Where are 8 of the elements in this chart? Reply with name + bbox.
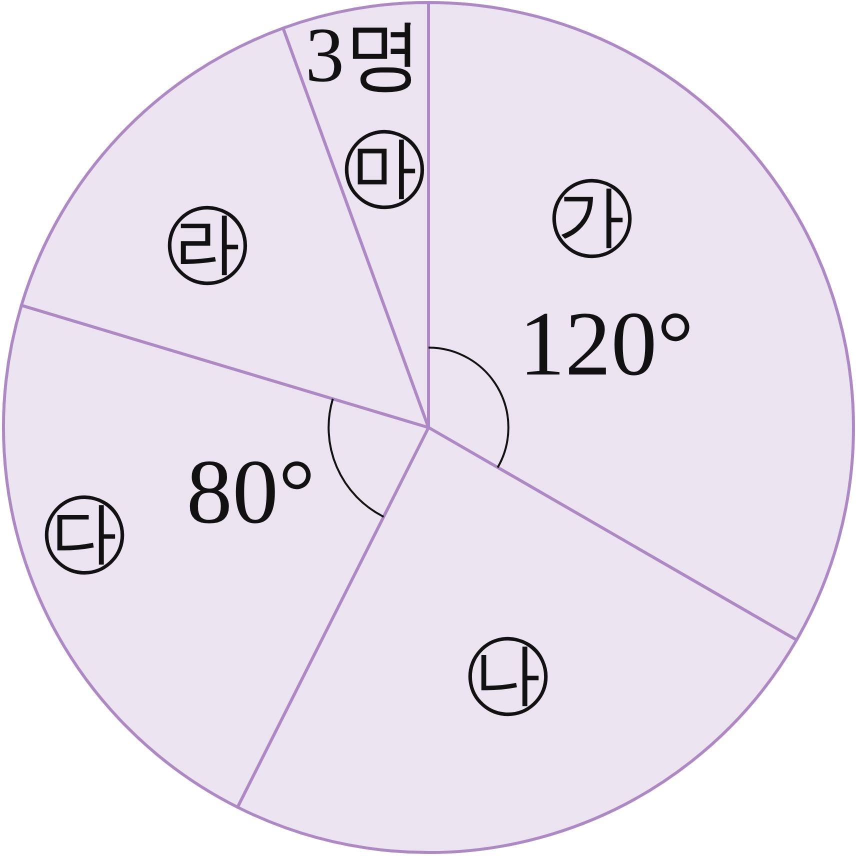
slice-label: ㉰ bbox=[39, 482, 130, 581]
data-label: 80° bbox=[186, 440, 316, 542]
slice-label: ㉯ bbox=[462, 623, 553, 722]
text: 3명 bbox=[305, 10, 422, 98]
data-label: 120° bbox=[518, 292, 694, 395]
slice-label: ㉮ bbox=[547, 166, 638, 265]
slice-label: ㉱ bbox=[162, 192, 252, 292]
slice-label: ㉲ bbox=[339, 116, 430, 216]
